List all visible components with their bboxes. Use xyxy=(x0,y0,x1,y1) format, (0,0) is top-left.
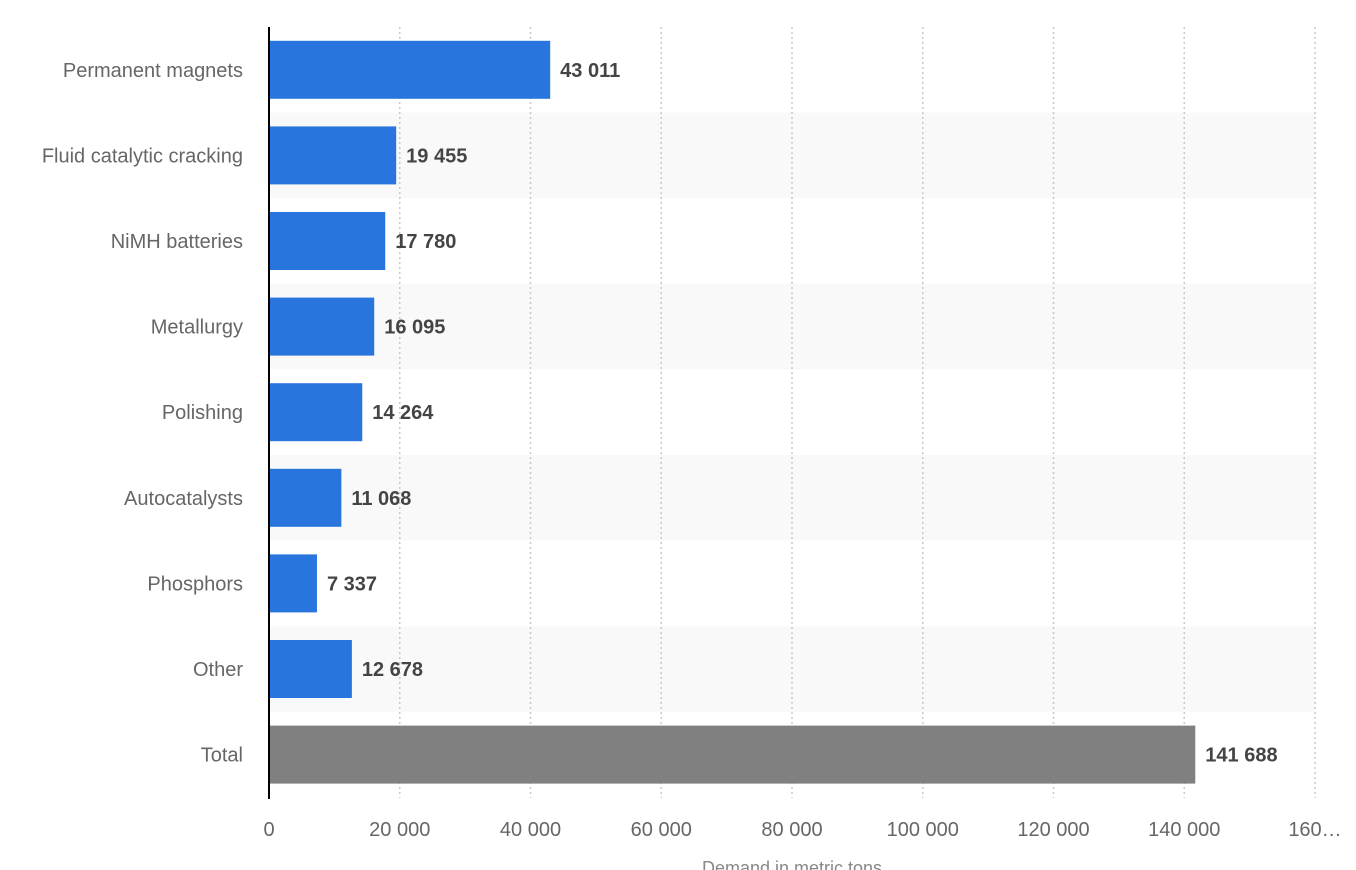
category-label: Fluid catalytic cracking xyxy=(42,145,243,167)
data-label: 14 264 xyxy=(372,402,434,424)
category-label: Metallurgy xyxy=(151,317,243,339)
category-label: Permanent magnets xyxy=(63,60,243,82)
data-label: 7 337 xyxy=(327,573,377,595)
x-tick-label: 160… xyxy=(1288,819,1341,841)
data-label: 16 095 xyxy=(384,317,445,339)
bar xyxy=(269,383,363,442)
bar xyxy=(269,212,386,270)
x-axis-title: Demand in metric tons xyxy=(702,858,882,870)
category-label: Total xyxy=(201,745,243,767)
data-label: 11 068 xyxy=(351,488,411,510)
category-label: NiMH batteries xyxy=(111,231,243,253)
data-label: 141 688 xyxy=(1205,745,1277,767)
bar xyxy=(269,40,551,99)
bar-total xyxy=(269,725,1196,784)
x-tick-label: 120 000 xyxy=(1017,819,1089,841)
x-tick-label: 100 000 xyxy=(887,819,959,841)
bar xyxy=(269,297,375,356)
category-label: Other xyxy=(193,659,243,681)
x-tick-label: 60 000 xyxy=(631,819,692,841)
x-tick-label: 140 000 xyxy=(1148,819,1220,841)
bar xyxy=(269,640,352,698)
bar xyxy=(269,126,397,185)
data-label: 43 011 xyxy=(560,60,620,82)
category-label: Polishing xyxy=(162,402,243,424)
bar xyxy=(269,468,342,527)
data-label: 12 678 xyxy=(362,659,423,681)
x-tick-label: 20 000 xyxy=(369,819,430,841)
data-label: 17 780 xyxy=(395,231,456,253)
x-tick-label: 80 000 xyxy=(761,819,822,841)
category-label: Phosphors xyxy=(147,573,243,595)
data-label: 19 455 xyxy=(406,145,467,167)
category-label: Autocatalysts xyxy=(124,488,243,510)
bar xyxy=(269,554,317,613)
x-tick-label: 0 xyxy=(263,819,274,841)
x-tick-label: 40 000 xyxy=(500,819,561,841)
